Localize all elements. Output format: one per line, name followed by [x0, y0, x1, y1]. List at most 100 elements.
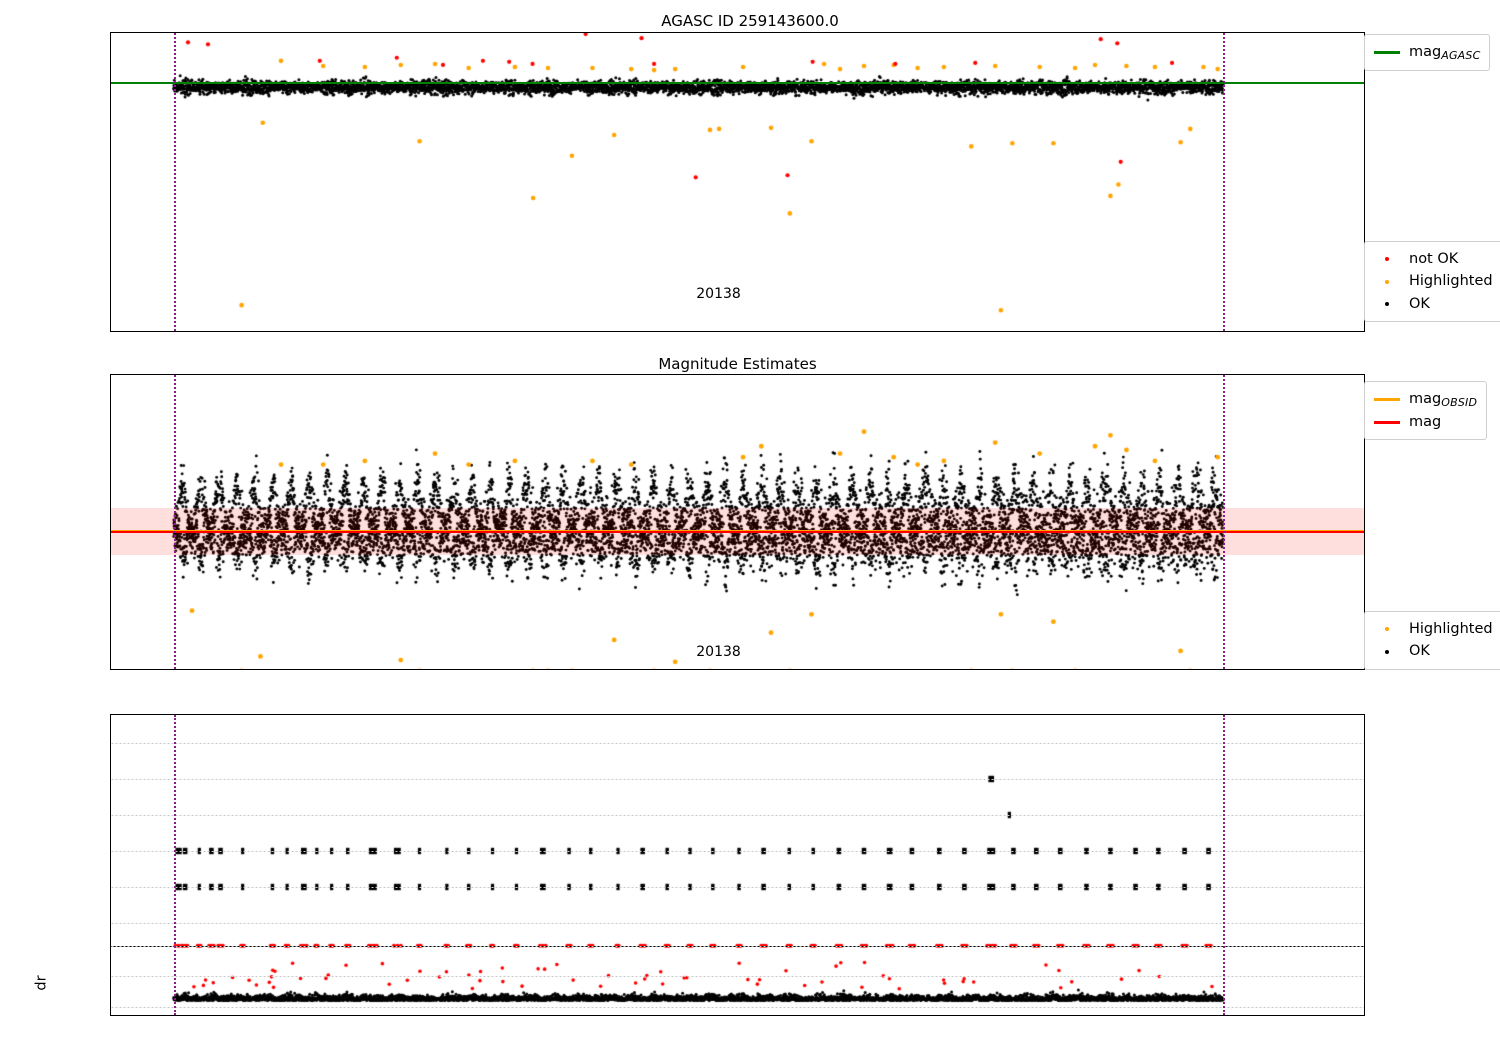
panel-magnitude-all: 20138 8.08.59.09.510.010.502500500075001… — [110, 32, 1365, 332]
y-tick-mark — [110, 850, 111, 851]
legend-entry: magAGASC — [1374, 41, 1480, 64]
legend-dot-swatch — [1374, 627, 1400, 632]
legend-label: not OK — [1409, 251, 1459, 267]
scatter-canvas-magnitude-estimates — [111, 375, 1364, 669]
legend-entry: Highlighted — [1374, 618, 1493, 640]
y-tick-mark — [110, 976, 111, 977]
panel-magnitude-estimates-plotarea: 20138 — [111, 375, 1364, 669]
x-tick-mark — [744, 669, 745, 670]
reference-line-mag — [111, 531, 1364, 534]
legend-dot-swatch — [1374, 257, 1400, 262]
legend-mag-lines[interactable]: magOBSID mag — [1364, 381, 1488, 441]
legend-label: magAGASC — [1409, 44, 1481, 62]
legend-point-classes-mid[interactable]: Highlighted OK — [1364, 611, 1500, 670]
flag-gridline — [111, 815, 1364, 816]
dr-gridline — [111, 1007, 1364, 1009]
y-tick-mark — [110, 149, 111, 150]
legend-entry: Highlighted — [1374, 270, 1493, 292]
legend-line-swatch — [1374, 420, 1400, 424]
y-tick-mark — [110, 647, 111, 648]
panel-magnitude-all-plotarea: 20138 — [111, 33, 1364, 331]
y-tick-mark — [110, 252, 111, 253]
x-tick-mark — [173, 669, 174, 670]
y-tick-mark — [110, 945, 111, 946]
x-tick-mark — [886, 669, 887, 670]
legend-line-swatch — [1374, 50, 1400, 54]
y-tick-mark — [110, 464, 111, 465]
legend-dot-swatch — [1374, 279, 1400, 284]
obsid-annotation: 20138 — [696, 286, 741, 303]
y-tick-mark — [110, 742, 111, 743]
obs-boundary-line — [173, 33, 176, 331]
y-tick-mark — [110, 391, 111, 392]
legend-entry: OK — [1374, 293, 1493, 315]
x-tick-mark — [1029, 669, 1030, 670]
y-tick-mark — [110, 200, 111, 201]
x-tick-mark — [886, 1015, 887, 1016]
x-tick-mark — [458, 669, 459, 670]
legend-entry: magOBSID — [1374, 388, 1477, 411]
y-tick-mark — [110, 814, 111, 815]
x-tick-mark — [1029, 331, 1030, 332]
scatter-canvas-flags-and-dr — [111, 715, 1364, 1015]
y-tick-mark — [110, 610, 111, 611]
x-tick-mark — [1314, 1015, 1315, 1016]
reference-line-mag-obsid — [111, 529, 1364, 532]
panel-flags-and-dr-plotarea — [111, 715, 1364, 1015]
legend-line-swatch — [1374, 397, 1400, 401]
y-tick-mark — [110, 303, 111, 304]
x-tick-mark — [886, 331, 887, 332]
panel-flags-and-dr: not Kalmannot trackSat. pixel.Ion. rad.d… — [110, 714, 1365, 1016]
x-tick-mark — [173, 1015, 174, 1016]
x-tick-mark — [1029, 1015, 1030, 1016]
legend-label: mag — [1409, 413, 1442, 430]
legend-mag-agasc[interactable]: magAGASC — [1364, 34, 1491, 71]
y-tick-mark — [110, 922, 111, 923]
reference-line-mag-agasc — [111, 82, 1364, 85]
y-tick-mark — [110, 574, 111, 575]
dr-axis-label: dr — [33, 975, 50, 991]
x-tick-mark — [1171, 331, 1172, 332]
x-tick-mark — [316, 331, 317, 332]
y-tick-mark — [110, 97, 111, 98]
legend-label: Highlighted — [1409, 621, 1493, 637]
legend-label: Highlighted — [1409, 273, 1493, 290]
flag-gridline — [111, 851, 1364, 852]
x-tick-mark — [458, 331, 459, 332]
obs-boundary-line — [1223, 715, 1226, 1015]
flag-gridline — [111, 779, 1364, 780]
x-tick-mark — [1171, 669, 1172, 670]
x-tick-mark — [601, 1015, 602, 1016]
legend-label: magOBSID — [1409, 391, 1478, 409]
x-tick-mark — [601, 669, 602, 670]
legend-entry: not OK — [1374, 248, 1493, 270]
y-tick-mark — [110, 1007, 111, 1008]
panel-mid-title: Magnitude Estimates — [658, 355, 817, 373]
obs-boundary-line — [173, 715, 176, 1015]
legend-point-classes-top[interactable]: not OK Highlighted OK — [1364, 241, 1500, 323]
flag-gridline — [111, 887, 1364, 888]
legend-label: OK — [1409, 295, 1430, 312]
x-tick-mark — [316, 669, 317, 670]
y-tick-mark — [110, 886, 111, 887]
flag-gridline — [111, 923, 1364, 924]
y-tick-mark — [110, 778, 111, 779]
x-tick-mark — [744, 331, 745, 332]
flag-gridline — [111, 743, 1364, 744]
y-tick-mark — [110, 46, 111, 47]
obs-boundary-line — [173, 375, 176, 669]
x-tick-mark — [1171, 1015, 1172, 1016]
y-tick-mark — [110, 537, 111, 538]
obs-boundary-line — [1223, 33, 1226, 331]
legend-dot-swatch — [1374, 649, 1400, 654]
legend-label: OK — [1409, 643, 1430, 660]
x-tick-mark — [601, 331, 602, 332]
x-tick-mark — [316, 1015, 317, 1016]
figure-title: AGASC ID 259143600.0 — [661, 12, 839, 30]
panel-magnitude-estimates: 20138 9.89.910.010.110.210.310.410.50250… — [110, 374, 1365, 670]
y-tick-mark — [110, 500, 111, 501]
y-tick-mark — [110, 427, 111, 428]
x-tick-mark — [744, 1015, 745, 1016]
legend-entry: OK — [1374, 640, 1493, 662]
legend-dot-swatch — [1374, 302, 1400, 307]
